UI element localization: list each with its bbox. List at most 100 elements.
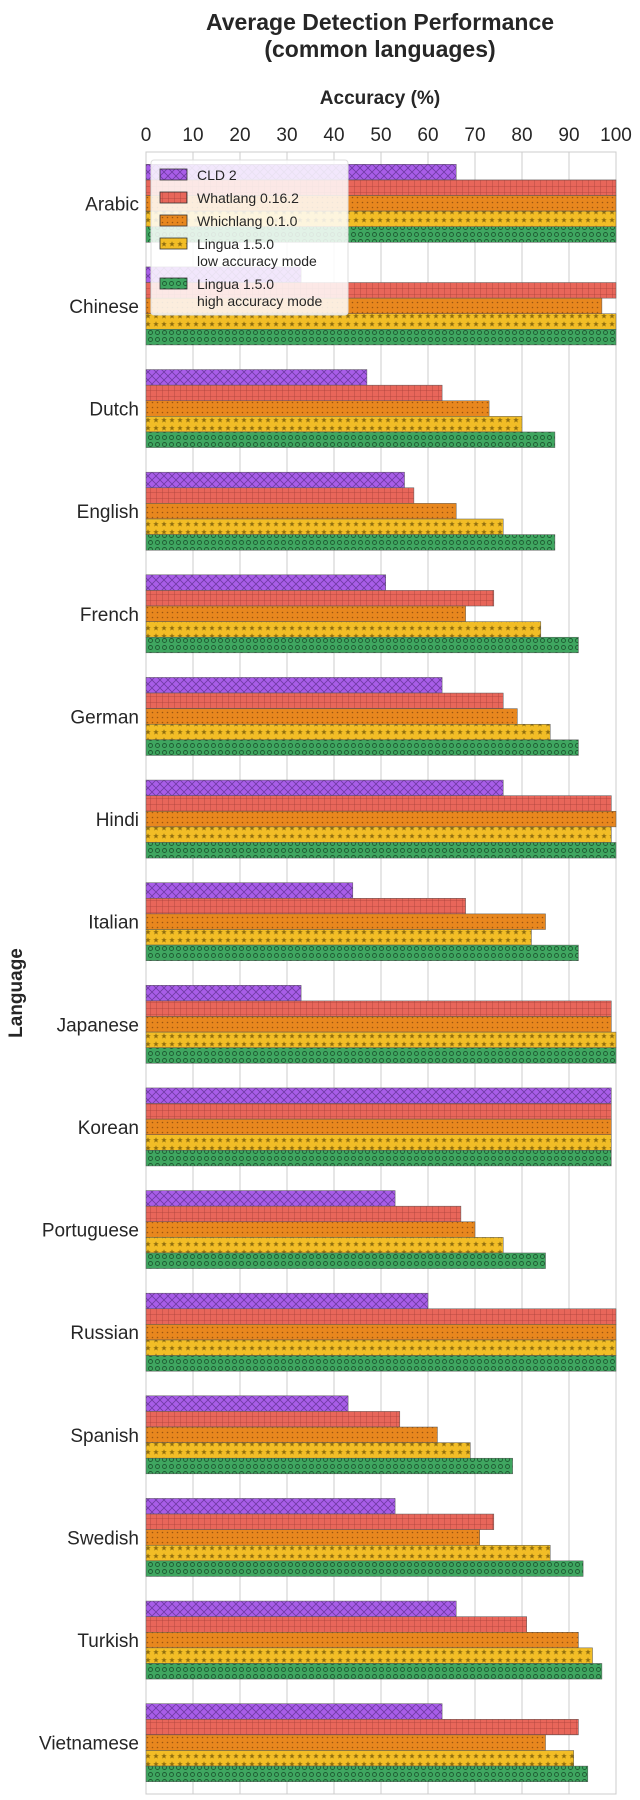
bar-dutch-series-2 (145, 384, 443, 402)
bar-spanish-series-1 (145, 1395, 349, 1412)
x-tick-label-50: 50 (370, 125, 391, 146)
bar-korean-series-2 (145, 1103, 612, 1120)
legend: CLD 2 Whatlang 0.16.2 Whichlang 0.1.0 Lingu… (150, 159, 349, 316)
bar-russian-series-3 (145, 1324, 617, 1341)
bar-turkish-series-2 (145, 1616, 527, 1633)
bar-french-series-4 (145, 621, 542, 638)
bar-spanish-series-2 (145, 1411, 401, 1428)
y-tick-label-swedish: Swedish (67, 1528, 139, 1549)
y-axis-title: Language (6, 948, 27, 1038)
bar-italian-series-5 (145, 944, 579, 961)
bar-japanese-series-4 (145, 1031, 617, 1048)
y-tick-label-dutch: Dutch (89, 400, 139, 421)
bar-swedish-series-4 (145, 1544, 551, 1562)
bar-german-series-3 (145, 708, 518, 725)
bar-japanese-series-3 (145, 1016, 612, 1033)
bar-vietnamese-series-2 (145, 1719, 579, 1736)
legend-swatch-1 (159, 168, 188, 181)
x-tick-label-60: 60 (417, 125, 438, 146)
bar-swedish-series-5 (145, 1560, 584, 1577)
bar-vietnamese-series-1 (145, 1703, 443, 1720)
legend-label-1: CLD 2 (197, 167, 237, 183)
bar-hindi-series-3 (145, 811, 617, 828)
x-tick-label-70: 70 (464, 125, 485, 146)
chart-title-line-2: (common languages) (264, 36, 495, 62)
legend-box (150, 159, 349, 316)
legend-swatch-5 (159, 277, 188, 290)
bar-russian-series-2 (145, 1308, 617, 1325)
bar-hindi-series-5 (145, 842, 617, 859)
bar-swedish-series-3 (145, 1529, 480, 1546)
bar-italian-series-1 (145, 882, 354, 899)
x-tick-label-0: 0 (141, 125, 152, 146)
x-tick-label-90: 90 (558, 125, 579, 146)
bar-portuguese-series-1 (145, 1190, 396, 1207)
y-tick-label-turkish: Turkish (77, 1631, 139, 1652)
y-tick-label-korean: Korean (78, 1118, 139, 1139)
bar-dutch-series-4 (145, 416, 523, 433)
bar-swedish-series-2 (145, 1513, 495, 1530)
bar-portuguese-series-5 (145, 1252, 546, 1269)
bar-spanish-series-5 (145, 1457, 513, 1475)
bar-chinese-series-5 (145, 329, 617, 346)
chart-title-line-1: Average Detection Performance (206, 9, 554, 35)
x-axis-ticks: 0 10 20 30 40 50 60 70 80 90 100 (141, 125, 632, 146)
bar-swedish-series-1 (145, 1498, 396, 1515)
y-axis-categories: Arabic Chinese Dutch English French German Hin… (39, 194, 139, 1754)
x-tick-label-40: 40 (323, 125, 344, 146)
bar-italian-series-2 (145, 898, 466, 915)
legend-swatch-4 (159, 237, 188, 250)
bar-japanese-series-2 (145, 1000, 612, 1017)
legend-label-5: Lingua 1.5.0 high accuracy mode (197, 276, 323, 309)
bar-german-series-5 (145, 739, 579, 756)
bar-vietnamese-series-5 (145, 1765, 589, 1782)
bar-korean-series-3 (145, 1118, 612, 1135)
bar-russian-series-1 (145, 1292, 429, 1310)
bar-dutch-series-3 (145, 400, 490, 417)
bar-korean-series-5 (145, 1150, 612, 1167)
bar-portuguese-series-4 (145, 1237, 504, 1254)
bar-english-series-4 (145, 518, 504, 535)
y-tick-label-english: English (77, 502, 139, 523)
bar-turkish-series-1 (145, 1600, 457, 1617)
bar-english-series-1 (145, 471, 405, 489)
y-tick-label-german: German (70, 707, 139, 728)
bar-french-series-1 (145, 574, 386, 591)
y-tick-label-arabic: Arabic (85, 194, 139, 215)
x-tick-label-30: 30 (276, 125, 297, 146)
legend-swatch-2 (159, 191, 188, 204)
legend-label-3: Whichlang 0.1.0 (197, 213, 298, 229)
y-tick-label-spanish: Spanish (70, 1426, 139, 1447)
bar-spanish-series-4 (145, 1442, 471, 1459)
bar-dutch-series-1 (145, 369, 368, 386)
y-tick-label-chinese: Chinese (69, 297, 139, 318)
x-tick-label-100: 100 (600, 125, 632, 146)
x-tick-label-80: 80 (511, 125, 532, 146)
bar-vietnamese-series-4 (145, 1750, 574, 1767)
bar-english-series-3 (145, 503, 457, 520)
bar-hindi-series-4 (145, 826, 612, 843)
bar-turkish-series-3 (145, 1632, 579, 1649)
x-tick-label-10: 10 (182, 125, 203, 146)
bar-german-series-2 (145, 692, 504, 709)
x-tick-label-20: 20 (229, 125, 250, 146)
bar-japanese-series-5 (145, 1047, 617, 1064)
bar-turkish-series-5 (145, 1663, 603, 1680)
bar-korean-series-1 (145, 1087, 612, 1104)
y-tick-label-french: French (80, 605, 139, 626)
bar-italian-series-3 (145, 913, 546, 930)
bar-portuguese-series-3 (145, 1221, 476, 1238)
bar-turkish-series-4 (145, 1647, 593, 1664)
bar-spanish-series-3 (145, 1426, 438, 1443)
bar-english-series-2 (145, 487, 415, 504)
bar-dutch-series-5 (145, 431, 556, 448)
y-tick-label-japanese: Japanese (57, 1015, 139, 1036)
bar-french-series-2 (145, 590, 495, 607)
bar-vietnamese-series-3 (145, 1734, 546, 1751)
bar-hindi-series-1 (145, 779, 504, 796)
bar-japanese-series-1 (145, 985, 302, 1002)
x-axis-title: Accuracy (%) (320, 88, 440, 109)
bar-chinese-series-4 (145, 313, 617, 330)
bar-english-series-5 (145, 534, 556, 551)
